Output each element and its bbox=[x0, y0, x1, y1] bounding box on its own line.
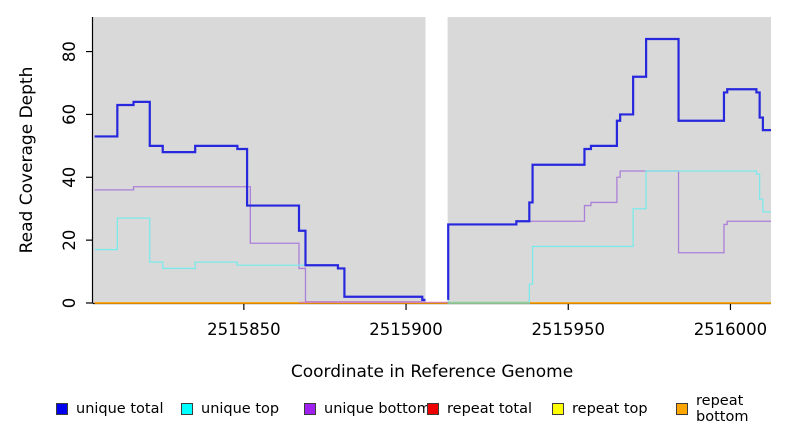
y-axis-title: Read Coverage Depth bbox=[17, 66, 37, 254]
x-tick-label: 2516000 bbox=[694, 320, 768, 339]
legend: unique total unique top unique bottom re… bbox=[0, 393, 792, 425]
y-tick-label: 80 bbox=[60, 41, 79, 62]
unique-total-line bbox=[447, 37, 771, 300]
y-tick-label: 60 bbox=[60, 104, 79, 125]
x-tick-label: 2515900 bbox=[369, 320, 443, 339]
legend-label: repeat total bbox=[447, 401, 533, 417]
legend-label: repeat bottom bbox=[696, 393, 749, 425]
unique-bottom-swatch-icon bbox=[304, 403, 316, 415]
y-tick-label: 20 bbox=[60, 230, 79, 251]
repeat-bottom-swatch-icon bbox=[676, 403, 688, 415]
legend-label: unique bottom bbox=[324, 401, 431, 417]
legend-label: repeat top bbox=[572, 401, 648, 417]
legend-item-repeat-bottom: repeat bottom bbox=[676, 393, 792, 425]
legend-item-unique-top: unique top bbox=[181, 401, 279, 417]
unique-total-swatch-icon bbox=[56, 403, 68, 415]
x-axis-title: Coordinate in Reference Genome bbox=[290, 362, 574, 382]
legend-label: unique top bbox=[201, 401, 280, 417]
y-tick-label: 40 bbox=[60, 167, 79, 188]
unique-bottom-line bbox=[94, 170, 771, 303]
repeat-top-swatch-icon bbox=[552, 403, 564, 415]
unique-top-swatch-icon bbox=[181, 403, 193, 415]
legend-label: unique total bbox=[76, 401, 164, 417]
legend-item-repeat-total: repeat total bbox=[427, 401, 532, 417]
x-tick-label: 2515850 bbox=[207, 320, 281, 339]
repeat-total-swatch-icon bbox=[427, 403, 439, 415]
x-tick-label: 2515950 bbox=[531, 320, 605, 339]
no-data-gap-band bbox=[425, 17, 448, 302]
legend-item-unique-total: unique total bbox=[56, 401, 164, 417]
y-tick-label: 0 bbox=[60, 298, 79, 309]
legend-item-repeat-top: repeat top bbox=[552, 401, 648, 417]
unique-total-line bbox=[94, 100, 426, 301]
legend-item-unique-bottom: unique bottom bbox=[304, 401, 431, 417]
